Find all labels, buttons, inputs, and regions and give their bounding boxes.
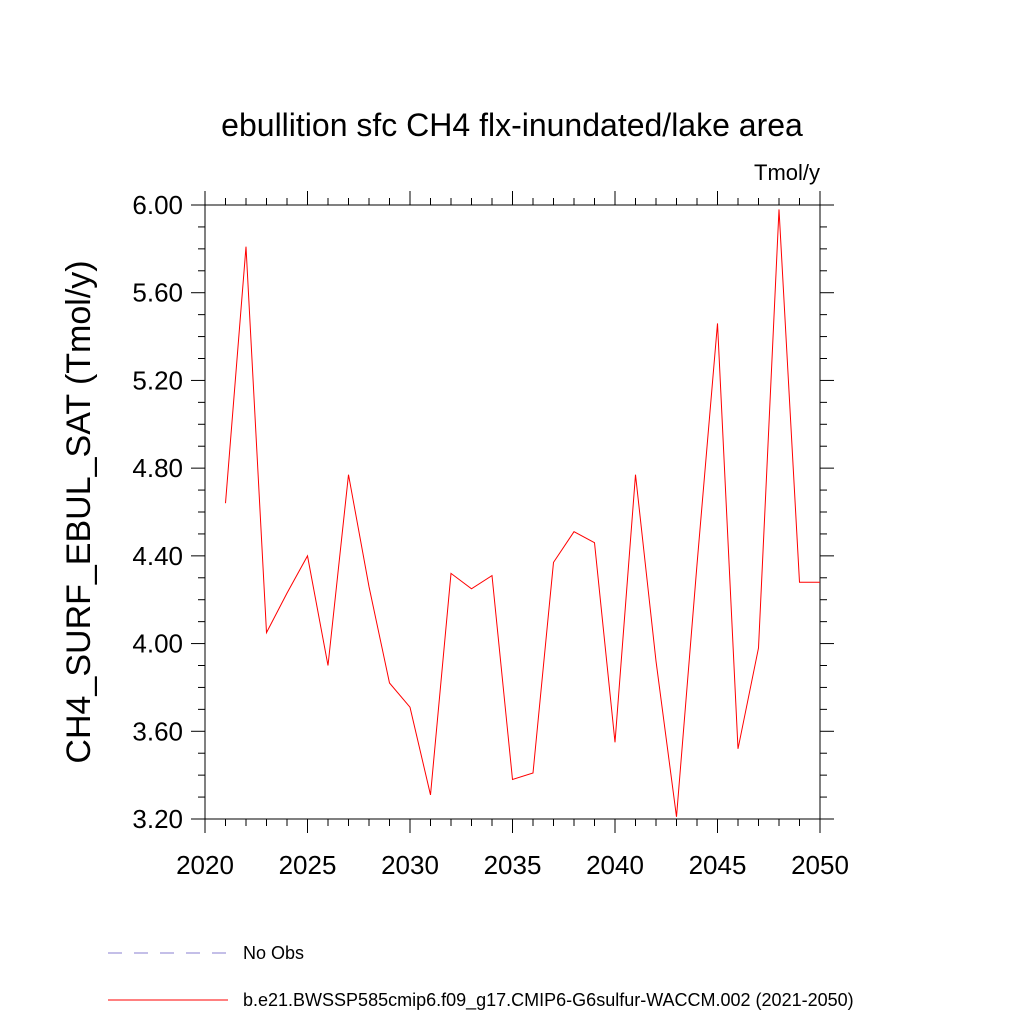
data-point — [389, 683, 390, 684]
data-point — [328, 665, 329, 666]
x-tick-label: 2050 — [791, 850, 849, 880]
series-line — [225, 209, 820, 817]
x-tick-label: 2040 — [586, 850, 644, 880]
axes — [204, 204, 821, 820]
legend-label-model-run: b.e21.BWSSP585cmip6.f09_g17.CMIP6-G6sulf… — [243, 990, 854, 1011]
data-point — [410, 707, 411, 708]
data-point — [430, 794, 431, 795]
y-axis-ticks: 3.20 3.60 4.00 4.40 4.80 5.20 5.60 6.00 — [132, 190, 834, 834]
plot-frame — [204, 204, 821, 820]
x-tick-label: 2035 — [484, 850, 542, 880]
data-point — [471, 588, 472, 589]
y-tick-label: 6.00 — [132, 190, 183, 220]
y-tick-label: 3.60 — [132, 716, 183, 746]
y-tick-label: 4.00 — [132, 629, 183, 659]
data-point — [635, 474, 636, 475]
y-tick-label: 4.80 — [132, 453, 183, 483]
data-point — [369, 586, 370, 587]
data-point — [615, 742, 616, 743]
data-point — [594, 542, 595, 543]
data-point — [758, 647, 759, 648]
data-point — [512, 779, 513, 780]
data-point — [799, 582, 800, 583]
data-point — [451, 573, 452, 574]
x-tick-label: 2020 — [176, 850, 234, 880]
series-layer — [225, 209, 821, 817]
data-point — [676, 816, 677, 817]
x-tick-label: 2025 — [279, 850, 337, 880]
data-point — [287, 593, 288, 594]
data-point — [820, 582, 821, 583]
y-tick-label: 5.60 — [132, 278, 183, 308]
x-tick-label: 2030 — [381, 850, 439, 880]
data-point — [553, 562, 554, 563]
legend: No Obs b.e21.BWSSP585cmip6.f09_g17.CMIP6… — [108, 943, 854, 1011]
data-point — [246, 246, 247, 247]
units-label: Tmol/y — [754, 160, 820, 185]
data-point — [697, 564, 698, 565]
data-point — [738, 748, 739, 749]
y-tick-label: 3.20 — [132, 804, 183, 834]
y-tick-label: 5.20 — [132, 365, 183, 395]
x-axis-ticks: 2020 2025 2030 2035 2040 2045 2050 — [176, 191, 849, 880]
data-point — [307, 555, 308, 556]
y-axis-label: CH4_SURF_EBUL_SAT (Tmol/y) — [60, 260, 98, 763]
chart-title: ebullition sfc CH4 flx-inundated/lake ar… — [221, 107, 803, 143]
x-tick-label: 2045 — [689, 850, 747, 880]
data-point — [348, 474, 349, 475]
data-point — [533, 772, 534, 773]
y-tick-label: 4.40 — [132, 541, 183, 571]
data-point — [717, 323, 718, 324]
data-point — [492, 575, 493, 576]
data-point — [574, 531, 575, 532]
legend-label-no-obs: No Obs — [243, 943, 304, 963]
data-point — [266, 632, 267, 633]
data-point — [225, 503, 226, 504]
data-point — [656, 661, 657, 662]
data-point — [779, 209, 780, 210]
